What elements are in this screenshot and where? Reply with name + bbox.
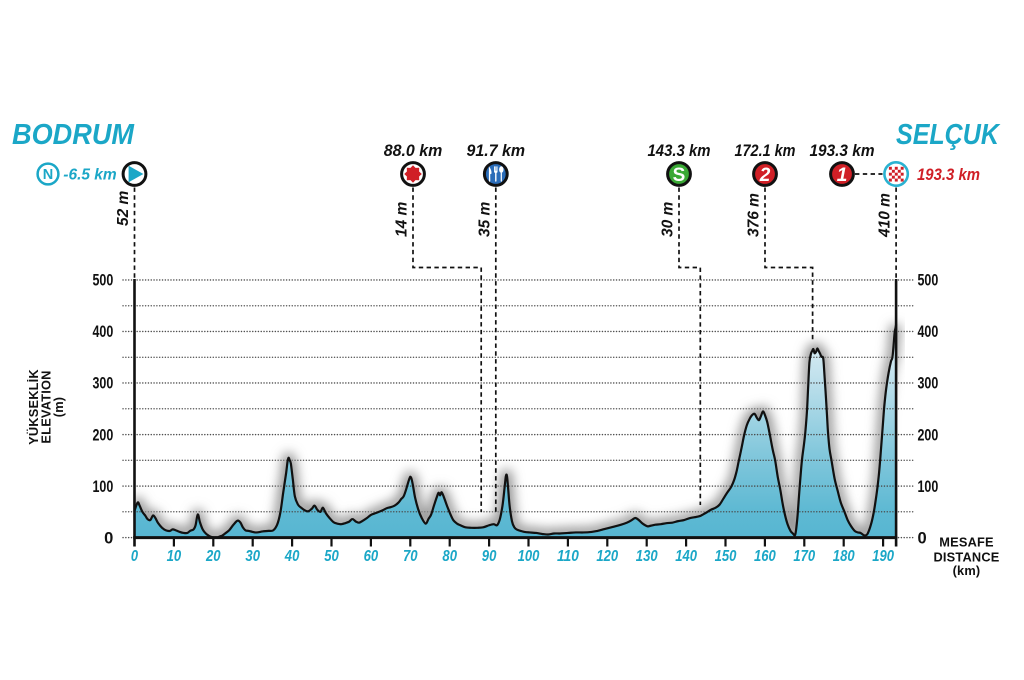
svg-text:1: 1 [837,165,848,186]
svg-text:30 m: 30 m [660,201,677,237]
svg-text:200: 200 [93,426,114,444]
svg-text:193.3 km: 193.3 km [810,142,875,160]
svg-text:DISTANCE: DISTANCE [933,550,999,565]
svg-text:410 m: 410 m [877,193,894,238]
svg-text:14 m: 14 m [394,201,411,237]
svg-text:0: 0 [104,529,113,547]
svg-text:150: 150 [715,548,737,565]
svg-text:100: 100 [918,478,939,496]
svg-text:88.0 km: 88.0 km [384,142,443,160]
svg-text:400: 400 [918,323,939,341]
svg-text:0: 0 [918,529,927,547]
svg-text:120: 120 [596,548,618,565]
svg-text:52 m: 52 m [115,190,132,226]
svg-text:400: 400 [93,323,114,341]
svg-text:50: 50 [324,548,339,565]
svg-text:190: 190 [872,548,894,565]
svg-text:130: 130 [636,548,658,565]
svg-text:-6.5 km: -6.5 km [63,167,117,184]
svg-text:60: 60 [364,548,379,565]
svg-text:376 m: 376 m [746,193,763,237]
svg-text:ELEVATION: ELEVATION [39,370,54,443]
svg-text:(km): (km) [953,563,981,578]
svg-text:90: 90 [482,548,497,565]
svg-text:35 m: 35 m [476,201,493,237]
svg-text:N: N [43,167,53,183]
svg-text:10: 10 [167,548,182,565]
svg-text:193.3 km: 193.3 km [917,166,980,184]
svg-text:100: 100 [518,548,540,565]
svg-text:300: 300 [918,375,939,393]
svg-text:MESAFE: MESAFE [939,535,994,550]
svg-text:40: 40 [284,548,300,565]
svg-text:172.1 km: 172.1 km [735,142,796,160]
svg-text:80: 80 [442,548,457,565]
svg-text:30: 30 [245,548,260,565]
svg-text:140: 140 [675,548,697,565]
svg-text:100: 100 [93,478,114,496]
svg-text:20: 20 [205,548,221,565]
svg-text:BODRUM: BODRUM [12,118,135,150]
svg-text:YÜKSEKLİK: YÜKSEKLİK [26,369,41,445]
svg-text:70: 70 [403,548,418,565]
svg-text:110: 110 [557,548,579,565]
svg-text:2: 2 [759,165,771,186]
svg-text:143.3 km: 143.3 km [648,142,711,160]
svg-text:300: 300 [93,375,114,393]
svg-text:200: 200 [918,426,939,444]
svg-text:180: 180 [833,548,855,565]
svg-text:91.7 km: 91.7 km [467,142,526,160]
svg-text:160: 160 [754,548,776,565]
svg-text:170: 170 [793,548,815,565]
svg-text:500: 500 [93,272,114,290]
svg-text:SELÇUK: SELÇUK [896,118,1001,150]
svg-text:S: S [673,165,686,186]
svg-text:500: 500 [918,272,939,290]
svg-text:(m): (m) [51,397,66,418]
svg-text:0: 0 [131,548,138,565]
